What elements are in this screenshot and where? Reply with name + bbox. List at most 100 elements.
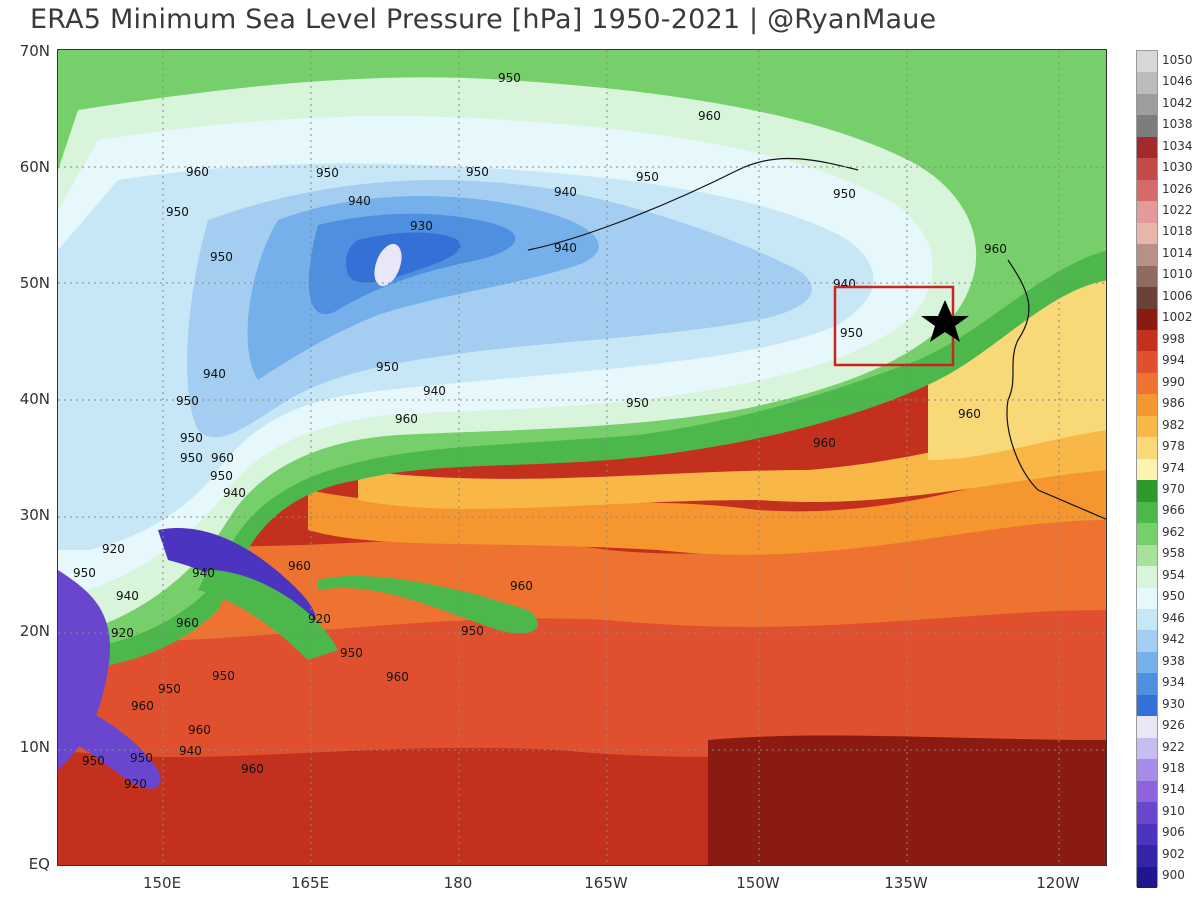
contour-label: 960: [958, 407, 981, 421]
contour-label: 950: [166, 205, 189, 219]
colorbar-segment: [1137, 823, 1157, 846]
contour-label: 960: [241, 762, 264, 776]
contour-label: 920: [308, 612, 331, 626]
colorbar-label: 930: [1162, 696, 1185, 711]
colorbar-label: 910: [1162, 803, 1185, 818]
contour-label: 950: [210, 469, 233, 483]
contour-label: 960: [288, 559, 311, 573]
colorbar-label: 934: [1162, 675, 1185, 690]
colorbar-label: 974: [1162, 460, 1185, 475]
lat-label-60n: 60N: [19, 158, 50, 176]
contour-label: 940: [116, 589, 139, 603]
contour-label: 950: [376, 360, 399, 374]
colorbar-segment: [1137, 544, 1157, 567]
colorbar-segment: [1137, 330, 1157, 352]
contour-label: 950: [498, 71, 521, 85]
contour-label: 940: [348, 194, 371, 208]
contour-label: 950: [158, 682, 181, 696]
colorbar: [1136, 50, 1158, 889]
lon-label-150w: 150W: [736, 874, 780, 892]
colorbar-label: 938: [1162, 653, 1185, 668]
colorbar-label: 970: [1162, 481, 1185, 496]
colorbar-label: 998: [1162, 331, 1185, 346]
colorbar-label: 1030: [1162, 160, 1193, 175]
lat-label-70n: 70N: [19, 42, 50, 60]
colorbar-segment: [1137, 437, 1157, 460]
contour-label: 960: [510, 579, 533, 593]
lat-label-30n: 30N: [19, 506, 50, 524]
lon-label-165e: 165E: [290, 874, 330, 892]
contour-label: 950: [176, 394, 199, 408]
lat-label-40n: 40N: [19, 390, 50, 408]
colorbar-segment: [1137, 93, 1157, 116]
map-svg: 950 960 960 950 950 950 940 940 930 950 940 950 950 9…: [58, 50, 1106, 865]
contour-label: 950: [466, 165, 489, 179]
coastline-na: [1006, 259, 1106, 520]
colorbar-segment: [1137, 866, 1157, 889]
colorbar-segment: [1137, 694, 1157, 717]
map-title: ERA5 Minimum Sea Level Pressure [hPa] 19…: [30, 4, 937, 35]
colorbar-label: 902: [1162, 846, 1185, 861]
contour-label: 960: [211, 451, 234, 465]
contour-label: 950: [316, 166, 339, 180]
colorbar-segment: [1137, 72, 1157, 95]
contour-label: 950: [73, 566, 96, 580]
contour-label: 950: [833, 187, 856, 201]
colorbar-label: 1006: [1162, 288, 1193, 303]
colorbar-segment: [1137, 415, 1157, 438]
contour-label: 940: [223, 486, 246, 500]
contour-label: 950: [180, 431, 203, 445]
contour-label: 950: [210, 250, 233, 264]
colorbar-label: 954: [1162, 567, 1185, 582]
colorbar-segment: [1137, 394, 1157, 417]
colorbar-segment: [1137, 802, 1157, 825]
colorbar-label: 1002: [1162, 310, 1193, 325]
lat-label-50n: 50N: [19, 274, 50, 292]
band-978: [928, 280, 1106, 460]
colorbar-label: 958: [1162, 546, 1185, 561]
contour-label: 950: [461, 624, 484, 638]
contour-label: 950: [840, 326, 863, 340]
colorbar-segment: [1137, 845, 1157, 868]
colorbar-label: 942: [1162, 632, 1185, 647]
colorbar-label: 978: [1162, 439, 1185, 454]
colorbar-label: 1022: [1162, 202, 1193, 217]
colorbar-segment: [1137, 480, 1157, 503]
contour-label: 950: [82, 754, 105, 768]
contour-label: 950: [626, 396, 649, 410]
green-streak-2: [318, 575, 538, 634]
colorbar-segment: [1137, 759, 1157, 782]
contour-labels: 950 960 960 950 950 950 940 940 930 950 940 950 950 9…: [73, 71, 1007, 791]
contour-label: 950: [340, 646, 363, 660]
colorbar-segment: [1137, 780, 1157, 803]
contour-label: 940: [179, 744, 202, 758]
colorbar-segment: [1137, 651, 1157, 674]
graticule: [58, 50, 1106, 865]
contour-label: 940: [833, 277, 856, 291]
colorbar-label: 1046: [1162, 74, 1193, 89]
colorbar-label: 900: [1162, 868, 1185, 883]
colorbar-segment: [1137, 501, 1157, 524]
band-982: [358, 410, 1106, 509]
colorbar-segment: [1137, 51, 1157, 73]
colorbar-segment: [1137, 566, 1157, 589]
colorbar-segment: [1137, 308, 1157, 331]
lon-label-165w: 165W: [584, 874, 628, 892]
contour-label: 940: [554, 241, 577, 255]
colorbar-segment: [1137, 351, 1157, 374]
colorbar-segment: [1137, 458, 1157, 481]
colorbar-segment: [1137, 609, 1157, 631]
contour-label: 960: [176, 616, 199, 630]
colorbar-segment: [1137, 673, 1157, 696]
contour-label: 960: [188, 723, 211, 737]
colorbar-segment: [1137, 716, 1157, 739]
colorbar-label: 918: [1162, 760, 1185, 775]
min-pressure-cell: [374, 243, 402, 287]
colorbar-label: 990: [1162, 374, 1185, 389]
contour-label: 950: [180, 451, 203, 465]
green-streak-1: [198, 570, 338, 660]
colorbar-label: 982: [1162, 417, 1185, 432]
contour-label: 920: [124, 777, 147, 791]
lat-label-10n: 10N: [19, 738, 50, 756]
colorbar-label: 906: [1162, 825, 1185, 840]
